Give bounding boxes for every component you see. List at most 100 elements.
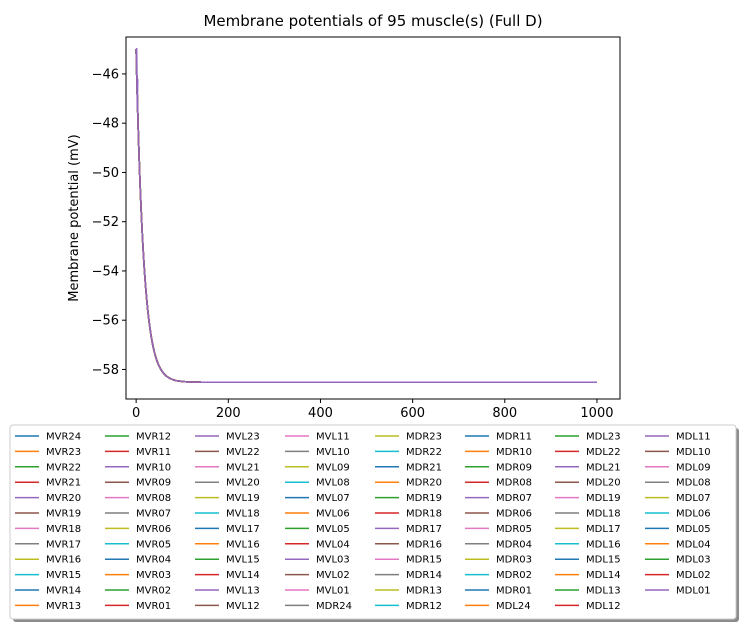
legend-label: MDR20: [406, 478, 442, 489]
legend-label: MVL01: [316, 586, 350, 597]
series-line-mdl22: [135, 49, 597, 383]
legend-label: MDR16: [406, 539, 442, 550]
legend-label: MVR01: [136, 601, 171, 612]
legend-entry-mvl06: MVL06: [285, 509, 350, 520]
legend-entry-mdl02: MDL02: [645, 570, 711, 581]
legend-entry-mvr10: MVR10: [105, 462, 171, 473]
legend-label: MVL07: [316, 493, 350, 504]
legend-entry-mdl10: MDL10: [645, 447, 711, 458]
legend-entry-mdl01: MDL01: [645, 586, 711, 597]
legend-entry-mvl12: MVL12: [195, 601, 260, 612]
legend-entry-mvl09: MVL09: [285, 462, 350, 473]
legend-entry-mvr13: MVR13: [15, 601, 81, 612]
legend-entry-mvr08: MVR08: [105, 493, 171, 504]
series-line-mvl19: [135, 49, 597, 383]
legend-label: MVL06: [316, 509, 350, 520]
legend-label: MDR04: [496, 539, 532, 550]
legend-entry-mdr17: MDR17: [375, 524, 442, 535]
legend-entry-mdr10: MDR10: [465, 447, 532, 458]
legend-label: MDL08: [676, 478, 711, 489]
series-line-mdr12: [135, 49, 597, 383]
legend-label: MDR14: [406, 570, 442, 581]
series-line-mdr24: [135, 49, 597, 383]
legend-entry-mdl23: MDL23: [555, 432, 621, 443]
legend-label: MVR19: [46, 509, 81, 520]
legend-entry-mvr17: MVR17: [15, 539, 81, 550]
series-line-mdr20: [135, 49, 597, 383]
legend-entry-mdr20: MDR20: [375, 478, 442, 489]
legend-entry-mvr12: MVR12: [105, 432, 171, 443]
legend-entry-mvr04: MVR04: [105, 555, 171, 566]
series-line-mvl23: [135, 49, 597, 383]
legend-label: MVL08: [316, 478, 350, 489]
series-line-mvl02: [135, 49, 597, 383]
series-line-mvr24: [135, 49, 597, 383]
legend-label: MDL10: [676, 447, 711, 458]
series-line-mvr17: [135, 49, 597, 383]
x-tick-label: 0: [132, 406, 140, 421]
legend-label: MDL03: [676, 555, 711, 566]
legend-entry-mvr06: MVR06: [105, 524, 171, 535]
legend-entry-mvl03: MVL03: [285, 555, 350, 566]
legend-entry-mvr18: MVR18: [15, 524, 81, 535]
series-line-mvl15: [135, 49, 597, 383]
legend-label: MVL11: [316, 432, 350, 443]
legend-label: MVL22: [226, 447, 260, 458]
legend-label: MDR22: [406, 447, 442, 458]
legend-label: MVL17: [226, 524, 260, 535]
legend-label: MVR22: [46, 462, 81, 473]
legend-box: [9, 424, 737, 620]
series-line-mdl04: [135, 49, 597, 383]
series-line-mdl10: [135, 49, 597, 383]
legend-entry-mdr07: MDR07: [465, 493, 532, 504]
legend-label: MVL20: [226, 478, 260, 489]
legend-entry-mdl12: MDL12: [555, 601, 621, 612]
legend-label: MVR04: [136, 555, 171, 566]
legend-label: MVR09: [136, 478, 171, 489]
x-axis: 0 200 400 600 800 1000: [132, 399, 614, 421]
series-line-mvr02: [135, 49, 597, 383]
legend-entry-mvl18: MVL18: [195, 509, 260, 520]
legend-entry-mdr21: MDR21: [375, 462, 442, 473]
series-line-mvl22: [135, 49, 597, 383]
series-line-mdr09: [135, 49, 597, 383]
legend-label: MDL04: [676, 539, 711, 550]
series-line-mvl04: [135, 49, 597, 383]
legend-label: MVL21: [226, 462, 260, 473]
chart-title: Membrane potentials of 95 muscle(s) (Ful…: [203, 12, 542, 30]
legend-entry-mvr21: MVR21: [15, 478, 81, 489]
series-line-mdl15: [135, 49, 597, 383]
series-line-mvr12: [135, 49, 597, 383]
legend-entry-mdr13: MDR13: [375, 586, 442, 597]
legend-entry-mvr02: MVR02: [105, 586, 171, 597]
series-line-mdl09: [135, 49, 597, 383]
legend-entry-mvl23: MVL23: [195, 432, 260, 443]
legend-label: MDL02: [676, 570, 711, 581]
y-axis-label: Membrane potential (mV): [67, 134, 82, 301]
legend-entry-mvl17: MVL17: [195, 524, 260, 535]
series-line-mvr08: [135, 49, 597, 383]
legend-entry-mvr01: MVR01: [105, 601, 171, 612]
series-line-mvl01: [135, 49, 597, 383]
legend-entry-mdl04: MDL04: [645, 539, 711, 550]
series-line-mdr03: [135, 49, 597, 383]
legend-entry-mvl08: MVL08: [285, 478, 350, 489]
series-line-mvl13: [135, 49, 597, 383]
series-line-mdr06: [135, 49, 597, 383]
y-tick-label: −50: [92, 166, 119, 181]
legend-entry-mdl13: MDL13: [555, 586, 621, 597]
legend-entry-mvr03: MVR03: [105, 570, 171, 581]
series-line-mvl12: [135, 49, 597, 383]
legend-label: MDL06: [676, 509, 711, 520]
series-initial-spike: [135, 47, 139, 109]
legend-label: MVL14: [226, 570, 260, 581]
y-tick-label: −52: [92, 215, 119, 230]
legend-label: MDR13: [406, 586, 442, 597]
series-line-mvl05: [135, 49, 597, 383]
legend-entry-mvl14: MVL14: [195, 570, 260, 581]
legend-label: MDL09: [676, 462, 711, 473]
legend-entry-mdl06: MDL06: [645, 509, 711, 520]
series-line-mvl17: [135, 49, 597, 383]
series-line-mdr07: [135, 49, 597, 383]
